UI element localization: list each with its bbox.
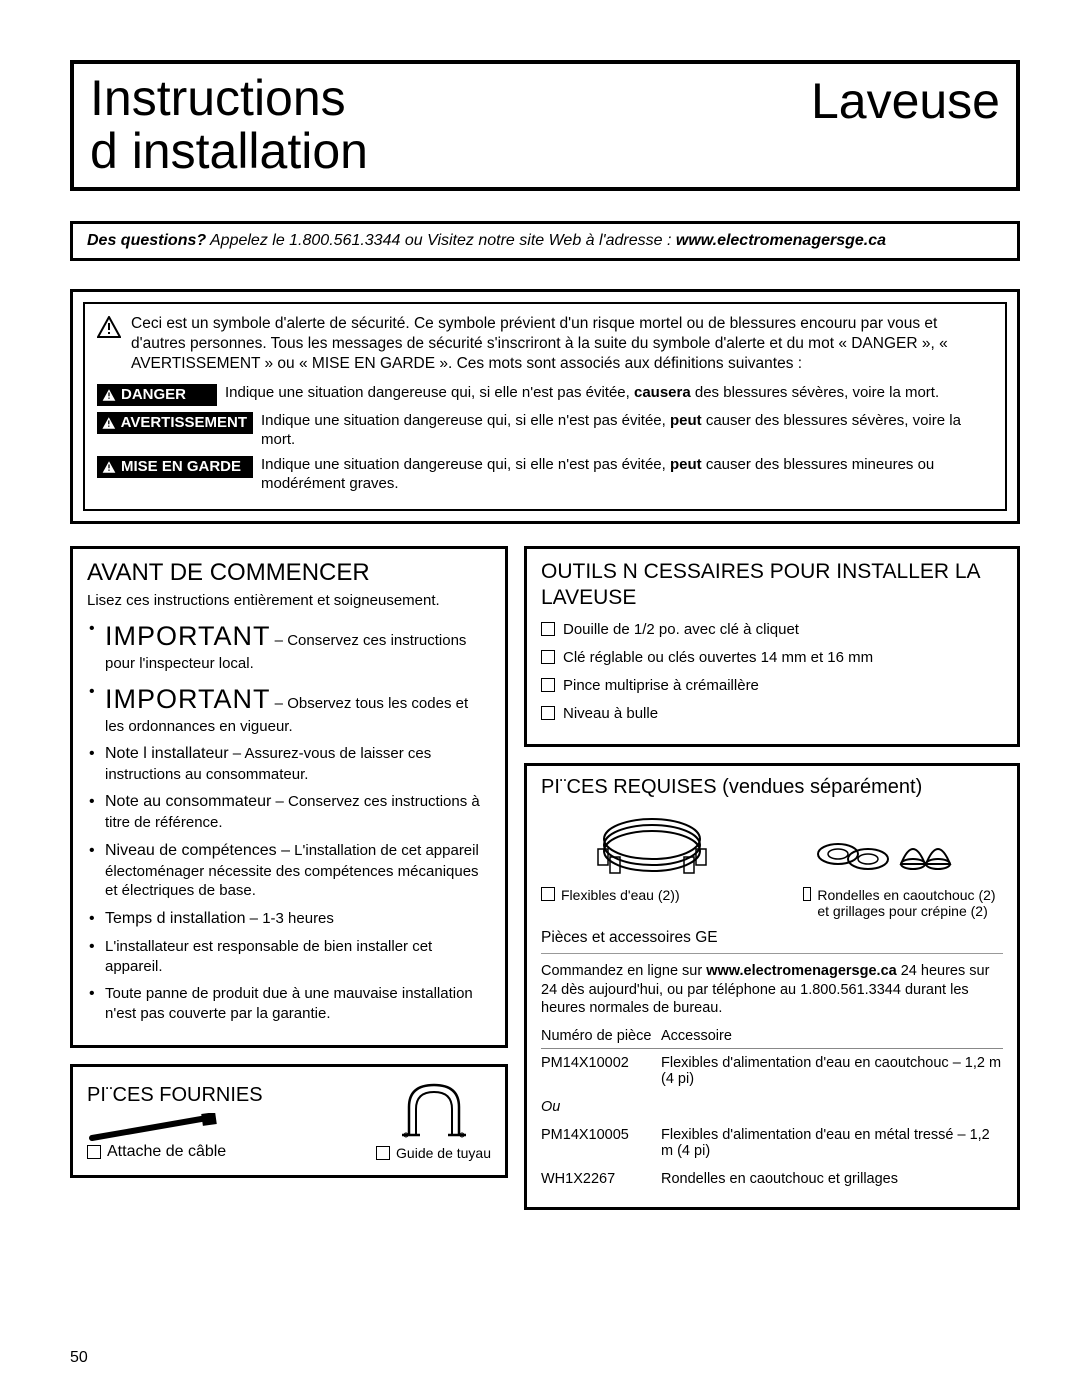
safety-inner: Ceci est un symbole d'alerte de sécurité… (83, 302, 1007, 511)
avant-imp1: IMPORTANT – Conservez ces instructions p… (87, 619, 491, 674)
fournies-row: PI¨CES FOURNIES Attache de câble (87, 1077, 491, 1161)
avant-sub: Lisez ces instructions entièrement et so… (87, 591, 491, 611)
cable-tie-icon (87, 1113, 227, 1143)
danger-label: DANGER (121, 386, 186, 405)
fournies-title: PI¨CES FOURNIES (87, 1084, 376, 1107)
requises-item1: Flexibles d'eau (2)) (541, 887, 680, 919)
danger-text: Indique une situation dangereuse qui, si… (225, 384, 993, 403)
right-column: OUTILS N CESSAIRES POUR INSTALLER LA LAV… (524, 546, 1020, 1210)
requises-panel: PI¨CES REQUISES (vendues séparément) (524, 763, 1020, 1211)
warning-icon (101, 388, 117, 402)
table-row: PM14X10005 Flexibles d'alimentation d'ea… (541, 1121, 1003, 1165)
mise-badge: MISE EN GARDE (97, 456, 253, 478)
avert-row: AVERTISSEMENT Indique une situation dang… (97, 412, 993, 450)
warning-icon (101, 460, 117, 474)
table-row: WH1X2267 Rondelles en caoutchouc et gril… (541, 1165, 1003, 1193)
outils-list: Douille de 1/2 po. avec clé à cliquet Cl… (541, 618, 1003, 726)
avant-resp: L'installateur est responsable de bien i… (87, 937, 491, 976)
avert-badge: AVERTISSEMENT (97, 412, 253, 434)
fournies-item1: Attache de câble (87, 1143, 376, 1161)
ga-title: Pièces et accessoires GE (541, 929, 1003, 947)
order-text: Commandez en ligne sur www.electromenage… (541, 962, 1003, 1019)
title-box: Instructions d installation Laveuse (70, 60, 1020, 191)
outils-item: Pince multiprise à crémaillère (541, 674, 1003, 698)
requises-images (541, 809, 1003, 879)
avant-note-cons: Note au consommateur – Conservez ces ins… (87, 792, 491, 832)
questions-box: Des questions? Appelez le 1.800.561.3344… (70, 221, 1020, 261)
danger-row: DANGER Indique une situation dangereuse … (97, 384, 993, 406)
outils-panel: OUTILS N CESSAIRES POUR INSTALLER LA LAV… (524, 546, 1020, 746)
hoses-icon (592, 809, 712, 879)
requises-title: PI¨CES REQUISES (vendues séparément) (541, 776, 1003, 799)
parts-table: Numéro de pièce Accessoire PM14X10002 Fl… (541, 1028, 1003, 1193)
questions-text: Appelez le 1.800.561.3344 ou Visitez not… (206, 232, 676, 249)
washers-screens-icon (813, 809, 953, 879)
title-right: Laveuse (811, 72, 1000, 130)
safety-intro: Ceci est un symbole d'alerte de sécurité… (131, 314, 993, 374)
danger-badge: DANGER (97, 384, 217, 406)
mise-label: MISE EN GARDE (121, 458, 241, 477)
hose-guide-icon (394, 1077, 474, 1141)
left-column: AVANT DE COMMENCER Lisez ces instruction… (70, 546, 508, 1210)
requises-labels: Flexibles d'eau (2)) Rondelles en caoutc… (541, 887, 1003, 919)
questions-url: www.electromenagersge.ca (676, 232, 886, 249)
avert-label: AVERTISSEMENT (121, 414, 247, 433)
questions-label: Des questions? (87, 232, 206, 249)
avant-temps: Temps d installation – 1-3 heures (87, 909, 491, 930)
fournies-item2: Guide de tuyau (376, 1145, 491, 1161)
avant-panel: AVANT DE COMMENCER Lisez ces instruction… (70, 546, 508, 1048)
parts-col1: Numéro de pièce (541, 1028, 661, 1049)
fournies-piece2: Guide de tuyau (376, 1077, 491, 1161)
outils-item: Niveau à bulle (541, 702, 1003, 726)
avert-text: Indique une situation dangereuse qui, si… (261, 412, 993, 450)
avant-imp2: IMPORTANT – Observez tous les codes et l… (87, 682, 491, 737)
warning-icon (101, 416, 117, 430)
outils-item: Douille de 1/2 po. avec clé à cliquet (541, 618, 1003, 642)
avant-note-inst: Note l installateur – Assurez-vous de la… (87, 744, 491, 784)
avant-list: IMPORTANT – Conservez ces instructions p… (87, 619, 491, 1023)
avant-niveau: Niveau de compétences – L'installation d… (87, 841, 491, 901)
title-line1: Instructions (90, 72, 368, 125)
title-line2: d installation (90, 125, 368, 178)
warning-icon (97, 316, 121, 338)
fournies-panel: PI¨CES FOURNIES Attache de câble (70, 1064, 508, 1178)
safety-head: Ceci est un symbole d'alerte de sécurité… (97, 314, 993, 374)
page-number: 50 (70, 1349, 88, 1367)
table-row: PM14X10002 Flexibles d'alimentation d'ea… (541, 1049, 1003, 1094)
title-left: Instructions d installation (90, 72, 368, 177)
columns: AVANT DE COMMENCER Lisez ces instruction… (70, 546, 1020, 1210)
outils-item: Clé réglable ou clés ouvertes 14 mm et 1… (541, 646, 1003, 670)
avant-panne: Toute panne de produit due à une mauvais… (87, 984, 491, 1023)
mise-row: MISE EN GARDE Indique une situation dang… (97, 456, 993, 494)
outils-title: OUTILS N CESSAIRES POUR INSTALLER LA LAV… (541, 559, 1003, 609)
safety-box: Ceci est un symbole d'alerte de sécurité… (70, 289, 1020, 524)
parts-col2: Accessoire (661, 1028, 1003, 1049)
requises-item2: Rondelles en caoutchouc (2) et grillages… (803, 887, 1003, 919)
table-row-ou: Ou (541, 1093, 1003, 1121)
avant-title: AVANT DE COMMENCER (87, 559, 491, 587)
mise-text: Indique une situation dangereuse qui, si… (261, 456, 993, 494)
